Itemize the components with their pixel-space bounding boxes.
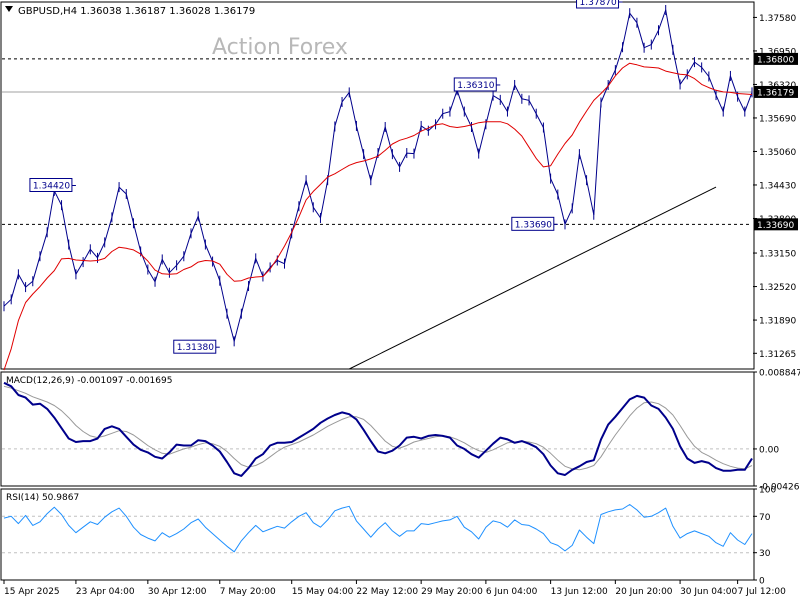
level-tag-text: 1.36179 (757, 88, 794, 98)
xtick-label: 22 May 12:00 (356, 587, 418, 597)
main-panel-frame (0, 1, 755, 370)
macd-ytick-label: 0.00 (759, 445, 779, 455)
support-trendline (349, 186, 717, 370)
xtick-label: 23 Apr 04:00 (76, 587, 135, 597)
xtick-label: 7 Jul 12:00 (738, 587, 787, 597)
main-ytick-label: 1.32520 (759, 283, 796, 293)
rsi-ytick-label: 70 (759, 513, 771, 523)
level-tag (754, 52, 798, 65)
dropdown-triangle-icon[interactable] (5, 6, 13, 12)
xtick-label: 6 Jun 04:00 (486, 587, 538, 597)
annotation-layer: 1.34420 1.31380 1.36310 1.33690 1.37870 MACD(… (6, 0, 623, 503)
xtick-label: 15 May 04:00 (292, 587, 354, 597)
main-ytick-label: 1.35690 (759, 114, 796, 124)
level-tag-text: 1.33690 (757, 221, 794, 231)
price-annotation-text: 1.34420 (33, 182, 70, 192)
xtick-label: 13 Jun 12:00 (551, 587, 608, 597)
level-tag (754, 85, 798, 98)
xtick-label: 30 Apr 12:00 (148, 587, 207, 597)
macd-signal-line (3, 385, 753, 471)
main-ytick-label: 1.31890 (759, 317, 796, 327)
macd-ytick-label: -0.004262 (759, 483, 800, 493)
main-ytick-label: 1.36950 (759, 47, 796, 57)
level-lines (2, 58, 752, 554)
xtick-label: 29 May 20:00 (421, 587, 483, 597)
rsi-panel-frame (0, 488, 755, 581)
macd-ytick-label: 0.008847 (759, 369, 800, 379)
xtick-label: 7 May 20:00 (220, 587, 276, 597)
main-ytick-label: 1.37580 (759, 14, 796, 24)
level-tag-text: 1.36800 (757, 55, 794, 65)
price-annotation-text: 1.37870 (580, 0, 617, 8)
main-ytick-label: 1.34430 (759, 181, 796, 191)
xtick-label: 20 Jun 20:00 (615, 587, 672, 597)
axis-layer: 1.375801.369501.363201.356901.350601.344… (3, 14, 800, 597)
rsi-ytick-label: 100 (759, 486, 776, 496)
rsi-title: RSI(14) 50.9867 (6, 493, 79, 503)
panel-frames (0, 1, 755, 581)
price-line (3, 9, 753, 342)
main-ytick-label: 1.33150 (759, 250, 796, 260)
macd-panel-frame (0, 371, 755, 487)
moving-average-line (3, 62, 753, 371)
plot-layer (3, 4, 753, 553)
xtick-label: 30 Jun 04:00 (680, 587, 737, 597)
price-annotation-text: 1.31380 (177, 343, 214, 353)
watermark: Action Forex (212, 35, 348, 60)
macd-line (3, 381, 753, 477)
symbol-info-header: GBPUSD,H4 1.36038 1.36187 1.36028 1.3617… (18, 6, 255, 17)
level-tag (754, 218, 798, 231)
price-annotation-text: 1.36310 (457, 81, 494, 91)
macd-title: MACD(12,26,9) -0.001097 -0.001695 (6, 376, 172, 386)
main-ytick-label: 1.35060 (759, 148, 796, 158)
rsi-line (3, 504, 753, 553)
xtick-label: 15 Apr 2025 (4, 587, 60, 597)
rsi-ytick-label: 0 (759, 577, 765, 587)
price-annotation-text: 1.33690 (515, 220, 552, 230)
main-ytick-label: 1.31265 (759, 350, 796, 360)
rsi-ytick-label: 30 (759, 549, 771, 559)
